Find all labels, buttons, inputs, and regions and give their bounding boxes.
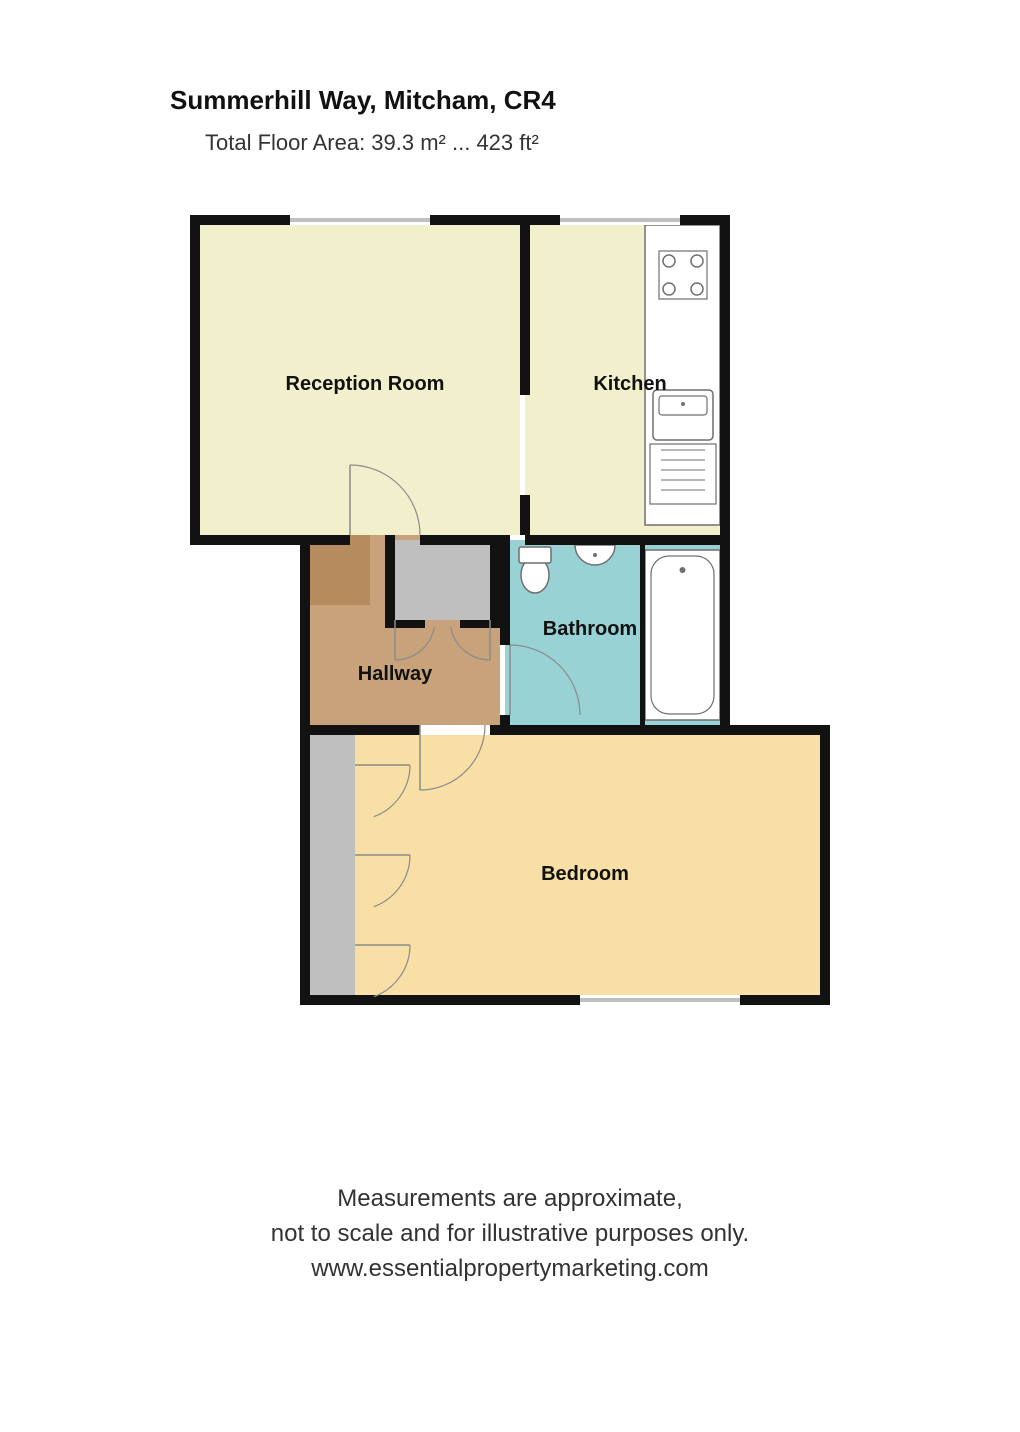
floorplan-page: Summerhill Way, Mitcham, CR4 Total Floor… xyxy=(0,0,1020,1432)
footer-line-2: not to scale and for illustrative purpos… xyxy=(0,1220,1020,1248)
svg-text:Hallway: Hallway xyxy=(358,663,433,685)
svg-text:Reception Room: Reception Room xyxy=(286,373,445,395)
page-title: Summerhill Way, Mitcham, CR4 xyxy=(170,85,556,116)
svg-text:Kitchen: Kitchen xyxy=(593,373,666,395)
svg-text:Bedroom: Bedroom xyxy=(541,863,629,885)
floorplan-diagram: Reception Room Kitchen Hallway Bathroom Bedr… xyxy=(190,215,830,1115)
footer-line-3: www.essentialpropertymarketing.com xyxy=(0,1255,1020,1283)
svg-text:Bathroom: Bathroom xyxy=(543,618,637,640)
page-subtitle: Total Floor Area: 39.3 m² ... 423 ft² xyxy=(205,130,539,156)
footer-line-1: Measurements are approximate, xyxy=(0,1185,1020,1213)
